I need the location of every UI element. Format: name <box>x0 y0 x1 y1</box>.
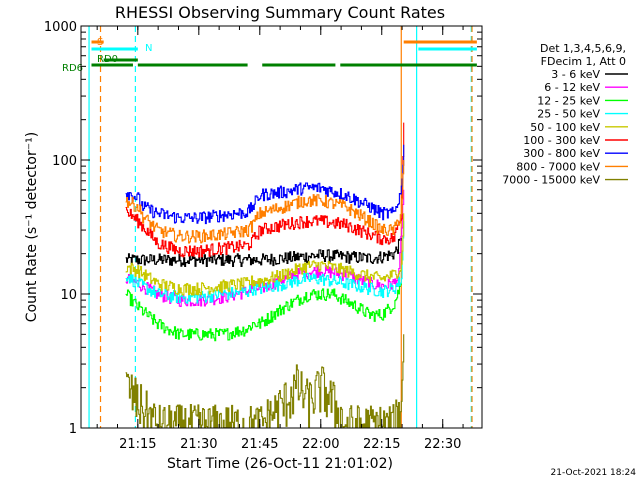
x-axis-label: Start Time (26-Oct-11 21:01:02) <box>167 456 393 472</box>
x-tick-label: 22:30 <box>424 437 461 452</box>
x-tick-label: 21:30 <box>180 437 217 452</box>
legend-header: FDecim 1, Att 0 <box>541 55 626 68</box>
legend-entry: 100 - 300 keV <box>523 134 600 147</box>
x-axis: 21:15 21:30 21:45 22:00 22:15 22:30 <box>96 26 464 452</box>
series-line-2 <box>125 283 402 342</box>
flag-label: RD0 <box>97 54 118 65</box>
y-tick-label: 1000 <box>44 20 77 35</box>
series-line-8 <box>125 334 405 428</box>
flag-label: RD6 <box>62 63 83 74</box>
legend-entry: 6 - 12 keV <box>544 81 600 94</box>
legend-entry: 50 - 100 keV <box>530 121 600 134</box>
series-line-5 <box>125 122 405 258</box>
legend-header: Det 1,3,4,5,6,9, <box>540 42 626 55</box>
series-line-4 <box>125 213 405 296</box>
y-tick-label: 100 <box>52 154 77 169</box>
x-tick-label: 22:15 <box>363 437 400 452</box>
x-tick-label: 22:00 <box>302 437 339 452</box>
x-tick-label: 21:15 <box>119 437 156 452</box>
chart-title: RHESSI Observing Summary Count Rates <box>115 3 445 22</box>
series-line-6 <box>125 144 405 225</box>
series-layer <box>125 122 405 428</box>
vline-layer <box>88 26 473 428</box>
legend-entry: 25 - 50 keV <box>537 108 600 121</box>
flag-label: S <box>97 37 103 48</box>
series-line-0 <box>125 238 402 268</box>
y-tick-label: 10 <box>60 288 77 303</box>
y-axis-label: Count Rate (s⁻¹ detector⁻¹) <box>24 132 40 322</box>
y-axis: 1 10 100 1000 <box>44 20 482 437</box>
legend-entry: 3 - 6 keV <box>551 68 600 81</box>
flag-label: N <box>145 43 152 54</box>
legend-entry: 12 - 25 keV <box>537 94 600 107</box>
legend: Det 1,3,4,5,6,9,FDecim 1, Att 03 - 6 keV… <box>502 42 628 187</box>
legend-entry: 800 - 7000 keV <box>516 160 600 173</box>
generated-timestamp: 21-Oct-2021 18:24 <box>551 468 637 478</box>
series-line-7 <box>125 160 405 244</box>
legend-entry: 300 - 800 keV <box>523 147 600 160</box>
flag-layer: S N RD0 RD6 <box>62 37 477 74</box>
legend-entry: 7000 - 15000 keV <box>502 174 600 187</box>
plot-frame <box>80 25 483 429</box>
y-tick-label: 1 <box>69 422 77 437</box>
x-tick-label: 21:45 <box>241 437 278 452</box>
